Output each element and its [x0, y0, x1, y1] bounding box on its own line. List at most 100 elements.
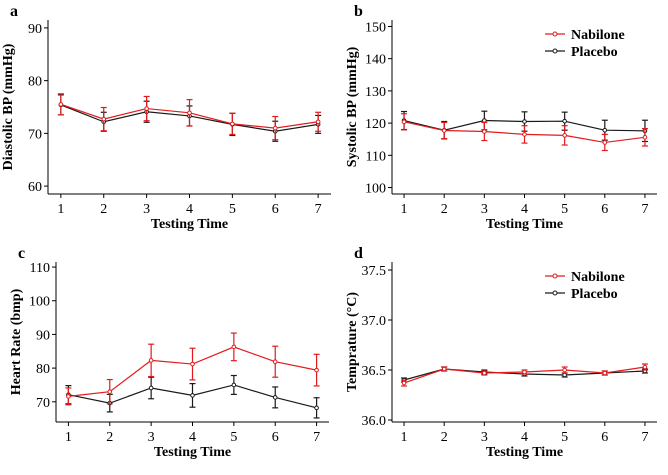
x-axis-title: Testing Time	[154, 445, 231, 460]
y-tick-label: 60	[28, 180, 42, 195]
y-tick-label: 130	[365, 85, 386, 100]
x-tick-label: 6	[272, 202, 279, 217]
x-tick-label: 7	[641, 202, 648, 217]
panel-a: a 1 2 3 4 5 6 7 60 70 80 90 Testing Time Diastolic BP…	[1, 3, 331, 232]
y-tick-label: 90	[36, 328, 50, 343]
data-point	[562, 367, 567, 373]
data-point	[401, 119, 407, 125]
y-tick-label: 70	[28, 127, 42, 142]
data-point	[231, 344, 237, 350]
series-nabilone	[401, 113, 648, 152]
data-point	[230, 121, 235, 127]
x-tick-label: 3	[481, 202, 488, 217]
data-point	[190, 361, 195, 367]
x-tick-label: 7	[641, 430, 648, 445]
x-axis-title: Testing Time	[151, 217, 228, 232]
x-tick-label: 1	[401, 202, 408, 217]
panel-letter: a	[10, 3, 18, 20]
data-point	[401, 380, 407, 386]
data-point	[272, 359, 278, 365]
data-point	[272, 125, 278, 131]
legend-swatch-point	[552, 273, 558, 279]
x-tick-label: 5	[230, 430, 237, 445]
y-tick-label: 150	[365, 20, 386, 35]
data-point	[562, 133, 567, 138]
data-point	[602, 127, 608, 133]
legend-label-placebo: Placebo	[571, 45, 618, 60]
y-tick-label: 90	[28, 22, 42, 37]
x-tick-label: 1	[65, 430, 72, 445]
x-axis-title: Testing Time	[486, 217, 563, 232]
data-point	[562, 118, 567, 124]
data-point	[187, 110, 192, 116]
data-point	[482, 370, 487, 376]
data-point	[101, 116, 107, 122]
data-point	[148, 385, 154, 391]
x-axis-title: Testing Time	[486, 445, 563, 460]
legend-swatch-point	[552, 31, 558, 37]
data-point	[272, 395, 278, 400]
x-tick-label: 5	[561, 430, 568, 445]
x-tick-label: 3	[143, 202, 150, 217]
data-point	[441, 128, 447, 133]
y-axis-title: Diastolic BP (mmHg)	[1, 43, 16, 170]
panel-letter: c	[18, 245, 25, 262]
series-placebo	[65, 374, 320, 419]
y-tick-label: 100	[29, 295, 50, 310]
x-tick-label: 4	[189, 430, 196, 445]
x-tick-label: 1	[401, 430, 408, 445]
data-point	[522, 132, 527, 137]
y-tick-label: 120	[365, 117, 386, 132]
data-point	[144, 106, 149, 111]
data-point	[642, 134, 648, 140]
panel-letter: d	[354, 245, 363, 262]
x-tick-label: 4	[186, 202, 193, 217]
x-tick-label: 4	[521, 430, 528, 445]
legend-label-placebo: Placebo	[571, 287, 618, 302]
x-tick-label: 7	[313, 430, 320, 445]
y-axis-title: Temprature (°C)	[345, 292, 360, 392]
y-axis-title: Systolic BP (mmHg)	[345, 46, 360, 167]
x-tick-label: 6	[601, 202, 608, 217]
data-point	[314, 367, 319, 373]
legend-label-nabilone: Nabilone	[571, 270, 625, 285]
y-tick-label: 36.5	[362, 364, 387, 379]
x-tick-label: 2	[441, 202, 448, 217]
data-point	[602, 370, 608, 376]
legend-swatch-point	[552, 290, 558, 296]
y-tick-label: 80	[28, 75, 42, 90]
x-tick-label: 2	[106, 430, 113, 445]
x-tick-label: 5	[561, 202, 568, 217]
x-tick-label: 4	[521, 202, 528, 217]
legend: Nabilone Placebo	[545, 28, 625, 60]
data-point	[231, 382, 237, 388]
series-nabilone	[57, 93, 322, 141]
legend: Nabilone Placebo	[545, 270, 625, 302]
data-point	[66, 394, 71, 399]
y-tick-label: 36.0	[362, 414, 387, 429]
x-tick-label: 7	[315, 202, 322, 217]
y-tick-label: 37.5	[362, 264, 387, 279]
data-point	[107, 389, 113, 394]
data-point	[602, 140, 608, 145]
y-tick-label: 110	[30, 261, 50, 276]
data-point	[522, 369, 527, 375]
x-tick-label: 5	[229, 202, 236, 217]
data-point	[441, 366, 447, 372]
data-point	[482, 129, 487, 134]
data-point	[148, 358, 154, 363]
legend-label-nabilone: Nabilone	[571, 28, 625, 43]
data-point	[58, 102, 64, 107]
y-tick-label: 37.0	[362, 314, 387, 329]
data-point	[522, 119, 527, 124]
data-point	[190, 393, 195, 398]
y-tick-label: 110	[366, 149, 386, 164]
data-point	[315, 119, 321, 125]
data-point	[562, 372, 567, 378]
panel-d: d 1 2 3 4 5 6 7 36.0 36.5 37.0 37.5 Testing Time Temp…	[345, 245, 657, 460]
x-tick-label: 1	[57, 202, 64, 217]
y-tick-label: 70	[36, 396, 50, 411]
legend-swatch-point	[552, 48, 558, 54]
data-point	[314, 405, 319, 411]
